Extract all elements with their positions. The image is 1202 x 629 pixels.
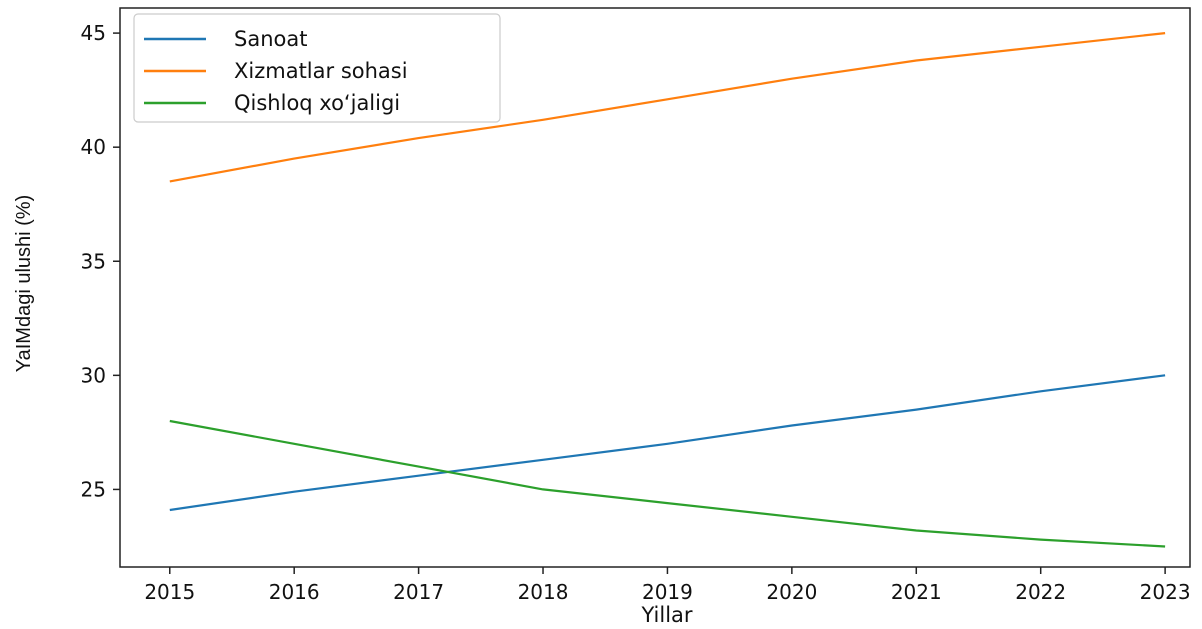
series-line-xizmatlar-sohasi	[169, 32, 1166, 183]
plot-frame	[119, 7, 1191, 568]
legend: Sanoat Xizmatlar sohasi Qishloq xo‘jaligi	[133, 13, 501, 123]
x-tick-label: 2015	[144, 580, 195, 604]
plot-border	[119, 7, 1191, 568]
series-line-sanoat	[169, 374, 1166, 512]
x-axis-ticks: 2015 2016 2017 2018 2019 2020 2021 2022 2023	[144, 567, 1191, 604]
y-axis-label: YaIMdagi ulushi (%)	[13, 195, 35, 372]
legend-label: Qishloq xo‘jaligi	[234, 91, 400, 115]
x-axis-label: Yillar	[640, 603, 692, 627]
x-tick-label: 2018	[518, 580, 569, 604]
x-tick-label: 2021	[891, 580, 942, 604]
legend-box	[133, 13, 501, 123]
x-tick-label: 2016	[269, 580, 320, 604]
y-tick-label: 25	[81, 477, 106, 501]
y-tick-label: 35	[81, 249, 106, 273]
series-line-qishloq-xo-jaligi	[169, 419, 1166, 548]
x-tick-label: 2022	[1015, 580, 1066, 604]
x-tick-label: 2020	[766, 580, 817, 604]
x-tick-label: 2017	[393, 580, 444, 604]
series-layer	[169, 32, 1166, 548]
y-tick-label: 45	[81, 21, 106, 45]
y-tick-label: 40	[81, 135, 106, 159]
y-axis-ticks: 25 30 35 40 45	[81, 21, 120, 501]
x-tick-label: 2023	[1140, 580, 1191, 604]
legend-label: Sanoat	[234, 27, 307, 51]
y-tick-label: 30	[81, 363, 106, 387]
legend-label: Xizmatlar sohasi	[234, 59, 408, 83]
x-tick-label: 2019	[642, 580, 693, 604]
